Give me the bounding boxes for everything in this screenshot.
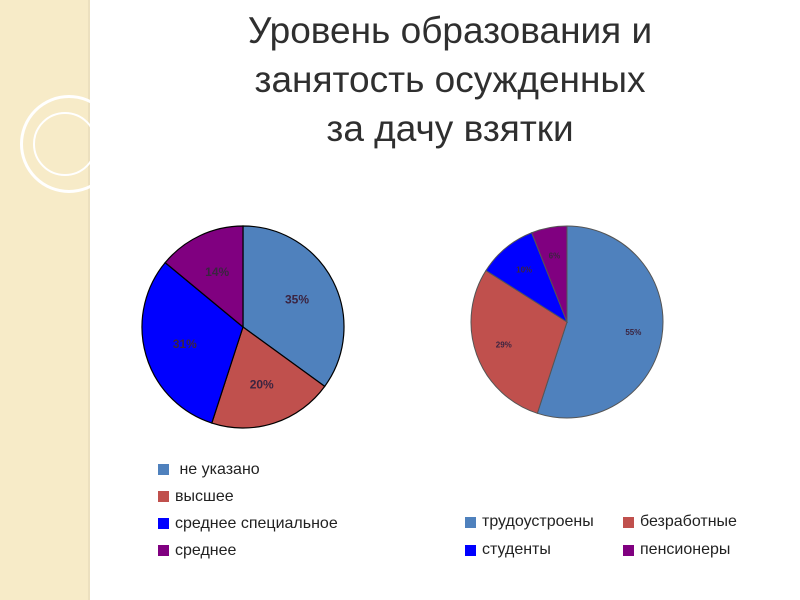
pie-slice <box>211 326 326 429</box>
legend-swatch <box>158 491 169 502</box>
pie-slice-label: 29% <box>496 340 512 349</box>
slide-title: Уровень образования и занятость осужденн… <box>150 6 750 153</box>
pie-slice-label: 14% <box>205 265 229 279</box>
legend-label: высшее <box>175 487 234 505</box>
education-pie-chart: 35% 20% 31% 14% <box>141 225 345 429</box>
pie-slice-label: 6% <box>549 251 561 260</box>
legend-swatch <box>623 544 634 556</box>
legend-swatch <box>465 516 476 528</box>
employment-pie-chart: 55% 29% 10% 6% <box>470 225 664 419</box>
pie-slice-label: 55% <box>625 328 641 337</box>
legend-item: высшее <box>158 483 338 510</box>
legend-label: среднее <box>175 541 237 559</box>
legend-label: трудоустроены <box>482 513 594 530</box>
legend-item: безработные <box>623 513 773 531</box>
title-line-1: Уровень образования и <box>247 10 653 51</box>
legend-swatch <box>158 545 169 556</box>
decorative-circle-large <box>20 95 118 193</box>
legend-item: среднее <box>158 537 338 564</box>
legend-swatch <box>158 518 169 529</box>
legend-label: пенсионеры <box>640 541 731 558</box>
decorative-sidebar <box>0 0 88 600</box>
legend-label: не указано <box>179 460 260 478</box>
pie-slice <box>536 225 664 419</box>
legend-swatch <box>158 464 169 475</box>
education-legend: не указано высшее среднее специальное ср… <box>158 456 338 564</box>
legend-swatch <box>623 516 634 528</box>
pie-slice-label: 31% <box>173 337 197 351</box>
pie-slice <box>164 225 244 329</box>
legend-item: не указано <box>158 456 338 483</box>
legend-item: среднее специальное <box>158 510 338 537</box>
pie-slice <box>470 269 568 414</box>
pie-slice <box>531 225 568 323</box>
legend-item: пенсионеры <box>623 541 773 559</box>
legend-label: среднее специальное <box>175 514 338 532</box>
pie-slice <box>141 261 244 424</box>
title-line-2: занятость осужденных <box>254 59 646 100</box>
decorative-circle-small <box>33 112 97 176</box>
legend-item: студенты <box>465 541 623 559</box>
legend-swatch <box>465 544 476 556</box>
legend-label: студенты <box>482 541 551 558</box>
legend-item: трудоустроены <box>465 513 623 531</box>
pie-slice <box>242 225 345 388</box>
sidebar-edge <box>88 0 90 600</box>
pie-slice-label: 35% <box>285 292 309 306</box>
employment-legend: трудоустроены безработные студенты пенси… <box>465 513 773 559</box>
pie-slice-label: 20% <box>250 378 274 392</box>
legend-label: безработные <box>640 513 737 530</box>
title-line-3: за дачу взятки <box>326 108 574 149</box>
pie-slice-label: 10% <box>516 266 532 275</box>
